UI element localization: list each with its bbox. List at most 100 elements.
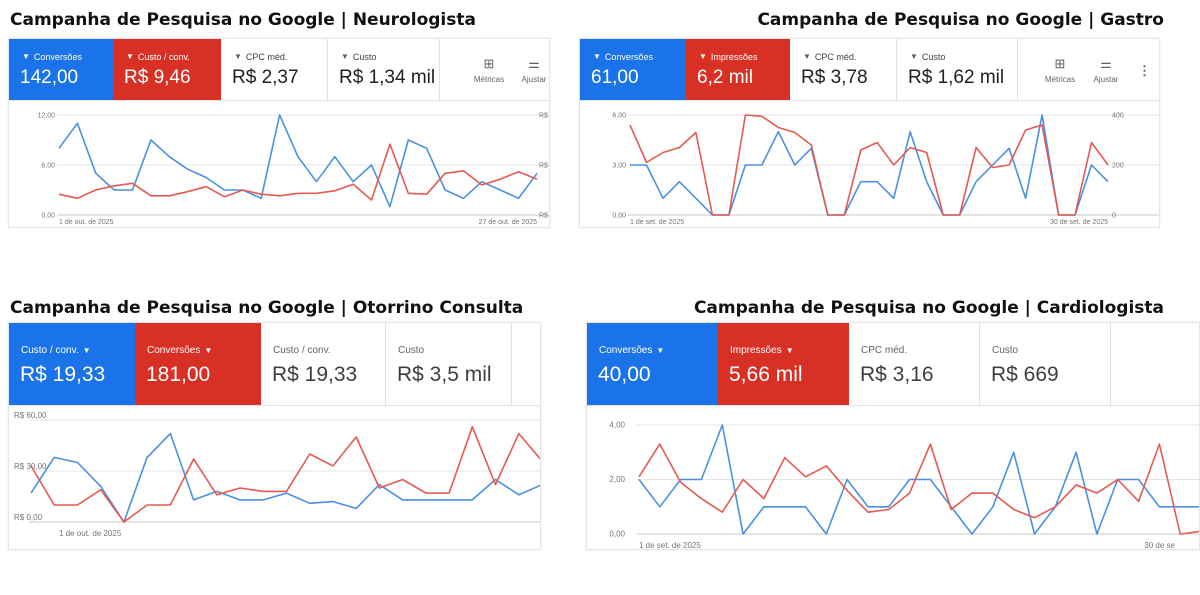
metric-label: Impressões ▼	[730, 345, 794, 356]
metric-card-custo-conv[interactable]: Custo / conv. ▼ R$ 19,33	[9, 323, 135, 405]
metric-label: ▼ Conversões	[593, 52, 653, 62]
y-tick-label: 0,00	[41, 213, 55, 220]
metric-cards: Custo / conv. ▼ R$ 19,33 Conversões ▼ 181,00 C…	[9, 323, 540, 406]
panel-neurologista: ▼ Conversões 142,00 ▼ Custo / conv. R$ 9,46 ▼ C…	[8, 38, 550, 228]
metric-value: R$ 3,5 mil	[397, 363, 492, 386]
y-tick-label: 0,00	[612, 213, 626, 220]
series-line-blue	[630, 114, 1109, 216]
tool-label: Ajustar	[1093, 75, 1119, 84]
y-right-tick-label: 200	[1112, 163, 1124, 170]
tool-label: Métricas	[473, 75, 505, 84]
metric-label-text: Custo / conv.	[137, 52, 190, 62]
metric-cards: ▼ Conversões 61,00 ▼ Impressões 6,2 mil ▼ CPC m…	[580, 39, 1159, 101]
series-line-red	[638, 443, 1199, 535]
tool-label: Métricas	[1044, 75, 1076, 84]
y-right-tick-label: 0	[1112, 213, 1116, 220]
metric-value: 6,2 mil	[697, 67, 753, 88]
line-chart-svg: 12,00 6,00 0,00 R$ R$ R$ 1 de out. de 2025 27 d…	[37, 113, 549, 226]
line-chart: 4,00 2,00 0,00 1 de set. de 2025 30 de se	[587, 408, 1199, 549]
metric-card-custo[interactable]: ▼ Custo R$ 1,34 mil	[328, 39, 440, 100]
metric-label-text: Conversões	[599, 345, 653, 356]
metric-card-conversoes[interactable]: Conversões ▼ 40,00	[587, 323, 718, 405]
dropdown-arrow-icon[interactable]: ▼	[82, 345, 91, 355]
tool-label: Ajustar	[521, 75, 547, 84]
metric-card-impressoes[interactable]: Impressões ▼ 5,66 mil	[718, 323, 849, 405]
dropdown-arrow-icon[interactable]: ▼	[785, 345, 794, 355]
adjust-icon: ⚌	[528, 56, 540, 71]
series-line-blue	[58, 114, 538, 208]
metric-label-text: CPC méd.	[861, 345, 908, 356]
dropdown-arrow-icon[interactable]: ▼	[126, 52, 134, 61]
series-line-red	[58, 143, 538, 201]
dropdown-arrow-icon[interactable]: ▼	[204, 345, 213, 355]
y-tick-label: R$ 60,00	[14, 411, 47, 420]
dropdown-arrow-icon[interactable]: ▼	[22, 52, 30, 61]
series-line-blue	[638, 424, 1199, 535]
metric-card-conversoes[interactable]: Conversões ▼ 181,00	[135, 323, 261, 405]
metric-card-custo[interactable]: Custo R$ 669	[980, 323, 1111, 405]
metric-label-text: Custo	[398, 345, 425, 356]
metric-card-custo-conv[interactable]: ▼ Custo / conv. R$ 9,46	[113, 39, 221, 100]
metric-label: Custo	[992, 345, 1018, 356]
dropdown-arrow-icon[interactable]: ▼	[593, 52, 601, 61]
metric-card-custo-conv[interactable]: Custo / conv. R$ 19,33	[261, 323, 386, 405]
metric-card-cpc-med[interactable]: ▼ CPC méd. R$ 2,37	[221, 39, 328, 100]
metric-value: 142,00	[20, 67, 79, 88]
dropdown-arrow-icon[interactable]: ▼	[910, 52, 918, 61]
metric-value: R$ 669	[991, 363, 1059, 386]
metric-cards: ▼ Conversões 142,00 ▼ Custo / conv. R$ 9,46 ▼ C…	[9, 39, 549, 101]
panel-cardiologista: Conversões ▼ 40,00 Impressões ▼ 5,66 mil CPC m…	[586, 322, 1200, 550]
dropdown-arrow-icon[interactable]: ▼	[699, 52, 707, 61]
metric-value: R$ 3,16	[860, 363, 934, 386]
line-chart-svg: 4,00 2,00 0,00 1 de set. de 2025 30 de se	[609, 421, 1199, 549]
dropdown-arrow-icon[interactable]: ▼	[234, 52, 242, 61]
x-tick-label: 1 de out. de 2025	[59, 529, 122, 538]
metric-value: R$ 1,62 mil	[908, 67, 1005, 88]
metrics-icon: ⊞	[483, 56, 495, 71]
metric-card-custo[interactable]: Custo R$ 3,5 mil	[386, 323, 512, 405]
x-tick-label: 1 de out. de 2025	[59, 219, 114, 226]
y-tick-label: 12,00	[37, 113, 55, 120]
metric-value: 40,00	[598, 363, 651, 386]
y-right-tick-label: 400	[1112, 113, 1124, 120]
metric-label: Custo	[398, 345, 424, 356]
metric-card-conversoes[interactable]: ▼ Conversões 61,00	[580, 39, 686, 100]
metric-label-text: Conversões	[147, 345, 201, 356]
dropdown-arrow-icon[interactable]: ▼	[656, 345, 665, 355]
metric-label: Conversões ▼	[147, 345, 212, 356]
dropdown-arrow-icon[interactable]: ▼	[341, 52, 349, 61]
metric-card-cpc-med[interactable]: CPC méd. R$ 3,16	[849, 323, 980, 405]
metric-card-cpc-med[interactable]: ▼ CPC méd. R$ 3,78	[790, 39, 897, 100]
metric-label: Conversões ▼	[599, 345, 664, 356]
y-tick-label: 0,00	[609, 530, 625, 539]
metric-value: 61,00	[591, 67, 639, 88]
metric-value: 181,00	[146, 363, 211, 386]
metric-label: ▼ Impressões	[699, 52, 757, 62]
metricas-button[interactable]: ⊞ Métricas	[469, 56, 509, 84]
metricas-button[interactable]: ⊞ Métricas	[1040, 56, 1080, 84]
metric-value: R$ 2,37	[232, 67, 299, 88]
panel-title-neurologista: Campanha de Pesquisa no Google | Neurolo…	[10, 10, 476, 30]
metric-card-conversoes[interactable]: ▼ Conversões 142,00	[9, 39, 113, 100]
line-chart: 6,00 3,00 0,00 400 200 0 1 de set. de 2025 30 d…	[580, 103, 1159, 227]
ajustar-button[interactable]: ⚌ Ajustar	[1086, 56, 1126, 84]
metric-label: CPC méd.	[861, 345, 907, 356]
panel-gastro: ▼ Conversões 61,00 ▼ Impressões 6,2 mil ▼ CPC m…	[579, 38, 1160, 228]
more-options-icon[interactable]: ⋮	[1138, 63, 1151, 78]
ajustar-button[interactable]: ⚌ Ajustar	[514, 56, 549, 84]
metric-value: 5,66 mil	[729, 363, 803, 386]
metric-label-text: Custo / conv.	[273, 345, 331, 356]
metric-cards: Conversões ▼ 40,00 Impressões ▼ 5,66 mil CPC m…	[587, 323, 1199, 406]
metric-card-impressoes[interactable]: ▼ Impressões 6,2 mil	[686, 39, 790, 100]
metric-value: R$ 9,46	[124, 67, 191, 88]
dropdown-arrow-icon[interactable]: ▼	[803, 52, 811, 61]
metric-value: R$ 3,78	[801, 67, 868, 88]
metric-card-custo[interactable]: ▼ Custo R$ 1,62 mil	[897, 39, 1018, 100]
y-tick-label: 6,00	[612, 113, 626, 120]
y-tick-label: 2,00	[609, 475, 625, 484]
panel-title-cardiologista: Campanha de Pesquisa no Google | Cardiol…	[693, 298, 1164, 318]
panel-title-gastro: Campanha de Pesquisa no Google | Gastro	[757, 10, 1164, 30]
metric-label-text: Conversões	[33, 52, 82, 62]
y-tick-label: 3,00	[612, 163, 626, 170]
metric-label-text: Custo / conv.	[21, 345, 79, 356]
